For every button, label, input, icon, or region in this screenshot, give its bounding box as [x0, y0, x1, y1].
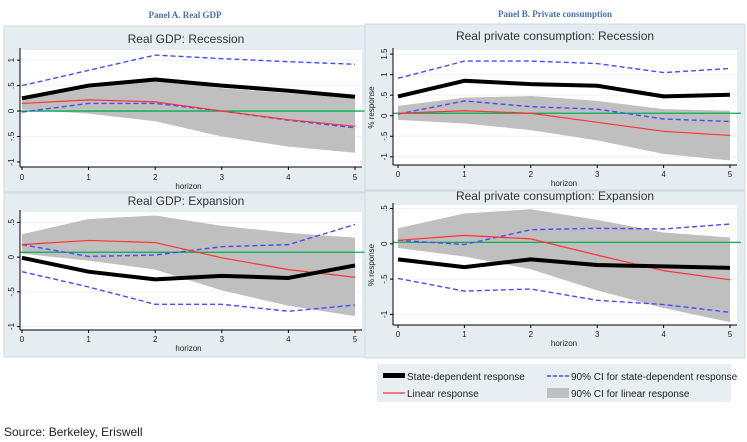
legend-state-swatch [383, 373, 405, 378]
x-tick-label: 2 [153, 173, 158, 182]
state-dependent-line [397, 257, 731, 270]
x-tick-label: 5 [728, 330, 733, 339]
x-tick-label: 3 [595, 170, 600, 179]
y-tick-label: -.5 [7, 131, 16, 141]
y-tick-label: -.5 [7, 287, 16, 297]
legend: State-dependent response Linear response… [377, 364, 738, 402]
x-tick-label: 0 [396, 330, 401, 339]
legend-ci-linear-label: 90% CI for linear response [571, 389, 690, 400]
y-tick-label: -1 [380, 153, 389, 161]
chart-title: Real GDP: Recession [128, 32, 245, 46]
x-tick-label: 3 [220, 335, 225, 344]
chart-0: Real GDP: Recession -1 -.5 0 .5 1 0 1 2 3 4 5 horizo… [3, 25, 369, 193]
linear-line [21, 99, 356, 127]
ci-linear-band [398, 96, 730, 161]
legend-ci-linear-swatch [547, 388, 569, 398]
y-tick-label: .5 [380, 205, 389, 212]
state-dependent-line [397, 78, 731, 99]
x-tick-label: 2 [529, 330, 534, 339]
y-tick-label: -.5 [380, 131, 389, 141]
ci-state-upper-line [397, 60, 731, 80]
chart-1: Real GDP: Expansion -1 -.5 0 .5 0 1 2 3 4 5 horizon [3, 192, 369, 358]
y-tick-label: .5 [380, 91, 389, 98]
ci-state-lower-line [21, 271, 356, 312]
x-tick-label: 0 [20, 173, 25, 182]
y-tick-label: 0 [7, 108, 16, 113]
x-tick-label: 4 [286, 173, 291, 182]
ci-linear-band [398, 209, 730, 323]
panel-a-title: Panel A. Real GDP [149, 10, 222, 20]
y-tick-label: -.5 [380, 274, 389, 284]
x-tick-label: 1 [86, 335, 91, 344]
x-tick-label: 3 [220, 173, 225, 182]
x-tick-label: 0 [20, 335, 25, 344]
legend-linear-label: Linear response [407, 389, 479, 400]
x-tick-label: 3 [595, 330, 600, 339]
ci-state-lower-line [397, 100, 731, 123]
y-tick-label: -1 [7, 158, 16, 166]
ci-state-upper-line [21, 54, 356, 87]
y-tick-label: .5 [7, 82, 16, 89]
y-tick-label: 0 [380, 113, 389, 118]
x-tick-label: 4 [661, 330, 666, 339]
state-dependent-line [21, 255, 356, 282]
ci-linear-band [22, 80, 355, 153]
x-tick-label: 5 [728, 170, 733, 179]
legend-ci-state-label: 90% CI for state-dependent response [571, 372, 738, 383]
x-tick-label: 2 [153, 335, 158, 344]
y-axis-label: % response [367, 86, 376, 129]
x-tick-label: 1 [462, 330, 467, 339]
ci-state-lower-line [397, 277, 731, 313]
y-tick-label: -1 [7, 322, 16, 330]
linear-line [397, 110, 731, 137]
chart-title: Real GDP: Expansion [128, 194, 245, 208]
linear-line [21, 239, 356, 278]
chart-2: Real private consumption: Recession -1 -.5… [364, 23, 746, 191]
chart-title: Real private consumption: Expansion [456, 189, 654, 203]
x-axis-label: horizon [175, 344, 201, 353]
y-tick-label: 0 [7, 254, 16, 259]
panel-b-title: Panel B. Private consumption [498, 9, 612, 19]
y-axis-label: % response [367, 243, 376, 286]
x-axis-label: horizon [175, 182, 201, 191]
state-dependent-line [21, 77, 356, 101]
y-tick-label: 0 [380, 241, 389, 246]
y-tick-label: 1 [7, 57, 16, 62]
x-axis-label: horizon [551, 339, 577, 348]
legend-state-label: State-dependent response [407, 372, 525, 383]
linear-line [397, 234, 731, 281]
x-tick-label: 5 [353, 335, 358, 344]
ci-state-upper-line [21, 223, 356, 258]
y-tick-label: 1.5 [380, 48, 389, 60]
source-note: Source: Berkeley, Eriswell [4, 425, 143, 439]
x-tick-label: 1 [86, 173, 91, 182]
chart-title: Real private consumption: Recession [456, 29, 654, 43]
x-axis-label: horizon [551, 179, 577, 188]
chart-3: Real private consumption: Expansion -1 -.5… [364, 189, 746, 359]
x-tick-label: 4 [661, 170, 666, 179]
y-tick-label: -1 [380, 310, 389, 318]
x-tick-label: 5 [353, 173, 358, 182]
x-tick-label: 0 [396, 170, 401, 179]
x-tick-label: 1 [462, 170, 467, 179]
x-tick-label: 2 [529, 170, 534, 179]
y-tick-label: 1 [380, 72, 389, 77]
y-tick-label: .5 [7, 219, 16, 226]
x-tick-label: 4 [286, 335, 291, 344]
